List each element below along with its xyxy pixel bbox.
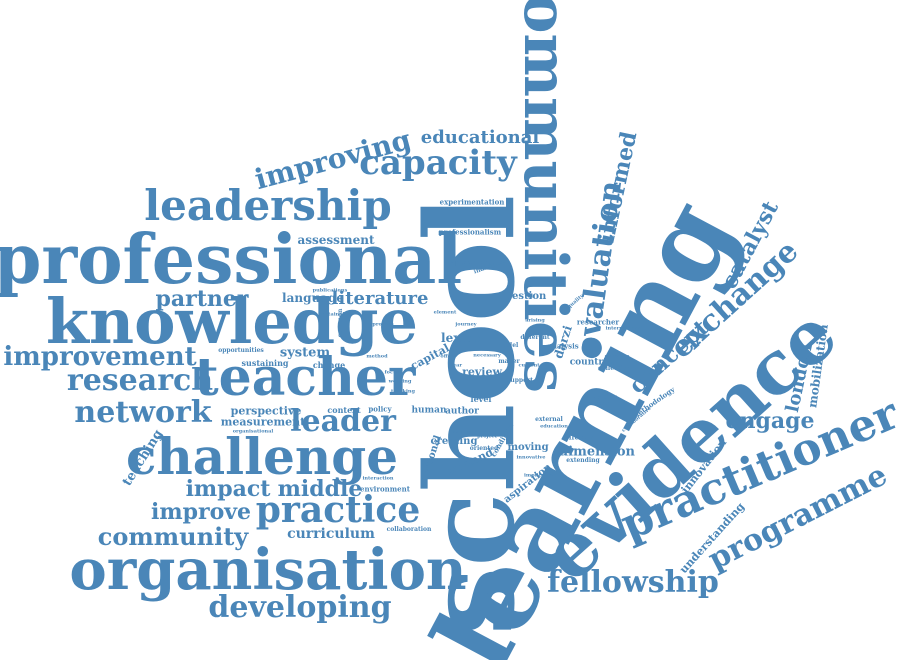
word-journey: journey <box>455 321 477 328</box>
word-current: current <box>518 362 540 369</box>
word-environment: environment <box>360 484 410 494</box>
word-organisational: organisational <box>232 428 274 435</box>
word-analysis: analysis <box>547 341 579 351</box>
word-generate: generate <box>604 353 630 360</box>
word-practice: practice <box>255 489 421 531</box>
word-engage: engage <box>725 408 815 434</box>
word-creating: creating <box>430 436 478 447</box>
word-fellowship: fellowship <box>547 565 719 600</box>
word-question: question <box>497 291 547 302</box>
word-project: project <box>477 433 497 440</box>
word-revisiting: revisiting <box>584 394 618 401</box>
word-collaboration: collaboration <box>386 526 432 533</box>
word-different: different <box>520 334 550 341</box>
word-educational: educational <box>420 127 540 148</box>
word-context: context <box>327 405 361 415</box>
word-system: system <box>279 345 331 361</box>
word-level: level <box>470 394 492 404</box>
word-sustainable: sustainable <box>318 311 352 318</box>
word-literature: literature <box>331 288 429 309</box>
word-policy: policy <box>368 404 392 414</box>
word-capacity: capacity <box>359 143 517 183</box>
word-process: process <box>372 321 394 328</box>
word-improve: improve <box>150 499 252 525</box>
word-measurement: measurement <box>220 415 306 429</box>
word-organisation: organisation <box>69 537 467 603</box>
word-support: support <box>506 377 534 384</box>
word-leadership: leadership <box>144 181 392 230</box>
word-challenge: challenge <box>125 427 399 486</box>
word-curriculum: curriculum <box>287 526 375 542</box>
word-effective: effective <box>564 432 598 442</box>
word-assessment: assessment <box>297 233 375 247</box>
word-implication: implication <box>524 472 556 479</box>
word-working: working <box>388 378 412 385</box>
word-author: author <box>445 406 479 417</box>
word-innovative: innovative <box>516 454 546 461</box>
word-leader: leader <box>290 404 396 439</box>
word-knowledge: knowledge <box>46 285 418 358</box>
word-human: human <box>411 405 447 416</box>
word-researcher: researcher <box>576 317 620 327</box>
word-sustaining: sustaining <box>241 358 289 368</box>
word-common: common <box>337 308 344 338</box>
word-model: model <box>497 342 519 349</box>
word-oriented: oriented <box>469 445 499 452</box>
word-review: review <box>462 365 502 379</box>
word-thinking: thinking <box>391 388 415 395</box>
word-collective: collective <box>597 365 631 372</box>
word-offer: offer <box>440 353 454 360</box>
word-arising: arising <box>525 317 545 324</box>
word-improvement: improvement <box>3 342 197 372</box>
word-necessary: necessary <box>473 352 501 359</box>
word-example: example <box>587 400 615 407</box>
word-change: change <box>312 360 346 370</box>
word-language: language <box>282 291 344 305</box>
word-research: research <box>66 363 214 398</box>
word-network: network <box>74 395 212 430</box>
word-perspective: perspective <box>230 404 302 418</box>
word-lexicon: lexicon <box>441 331 489 345</box>
word-international: international <box>605 325 643 332</box>
word-teacher: teacher <box>194 347 416 408</box>
word-community: community <box>97 522 249 551</box>
word-external: external <box>535 416 563 423</box>
word-dimension: dimension <box>559 444 635 460</box>
word-leading: leading <box>451 429 473 436</box>
word-impact: impact <box>185 476 271 502</box>
word-professional: professional <box>0 220 463 300</box>
word-year: year <box>450 362 462 369</box>
word-element: element <box>433 309 457 316</box>
word-focus: focus <box>384 369 400 376</box>
word-moving: moving <box>507 442 549 453</box>
word-middle: middle <box>277 476 363 502</box>
word-maker: maker <box>498 358 520 365</box>
word-partner: partner <box>155 286 249 312</box>
word-professionalism: professionalism <box>438 227 502 237</box>
word-extending: extending <box>566 457 600 464</box>
word-education: education <box>540 423 568 430</box>
word-interaction: interaction <box>362 475 394 482</box>
word-publications: publications <box>312 287 348 294</box>
word-approach: approach <box>450 257 488 267</box>
word-developing: developing <box>208 590 392 625</box>
word-opportunities: opportunities <box>218 347 264 354</box>
word-experimentation: experimentation <box>439 197 505 207</box>
word-countrie: countrie <box>569 357 613 368</box>
word-method: method <box>366 353 388 360</box>
